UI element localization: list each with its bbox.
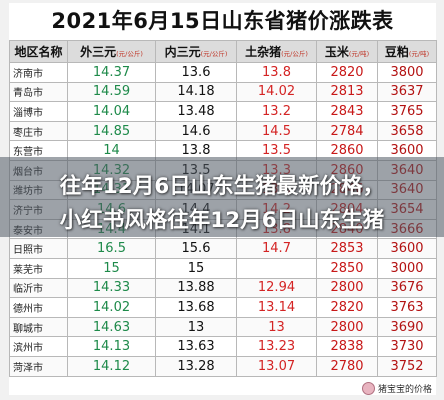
table-row: 枣庄市 14.85 14.6 14.5 2784 3658 [9,120,437,142]
cell-region: 滨州市 [9,336,68,357]
table-header-row: 地区名称 外三元(元/公斤) 内三元(元/公斤) 土杂猪(元/公斤) 玉米(元/… [9,40,437,63]
cell-p3: 14.63 [67,316,156,338]
table-row: 青岛市 14.59 14.18 14.02 2813 3637 [9,81,437,103]
cell-meal: 3730 [377,336,437,357]
cell-n3: 13 [155,316,237,338]
watermark: 猪宝宝的价格 [361,382,432,395]
header-p3: 外三元(元/公斤) [67,40,156,63]
cell-n3: 13.6 [155,62,237,83]
cell-mix: 13.14 [236,297,317,318]
cell-corn: 2843 [316,101,378,122]
cell-region: 淄博市 [9,101,68,122]
cell-p3: 14.02 [67,297,156,318]
cell-meal: 3637 [377,81,437,103]
cell-p3: 16.5 [67,238,156,259]
cell-mix: 13.07 [236,355,317,377]
cell-n3: 13.28 [155,355,237,377]
cell-region: 聊城市 [9,316,68,338]
cell-corn: 2784 [316,120,378,142]
cell-region: 济南市 [9,62,68,83]
cell-mix: 14.02 [236,81,317,103]
pig-logo-icon [361,382,375,395]
cell-corn: 2800 [316,316,378,338]
table-row: 菏泽市 14.12 13.28 13.07 2780 3752 [9,355,437,377]
cell-p3: 14.04 [67,101,156,122]
table-row: 济南市 14.37 13.6 13.8 2820 3800 [9,62,437,83]
cell-n3: 13.48 [155,101,237,122]
cell-meal: 3765 [377,101,437,122]
cell-mix: 13 [236,316,317,338]
cell-p3: 14.37 [67,62,156,83]
cell-region: 青岛市 [9,81,68,103]
cell-corn: 2853 [316,238,378,259]
table-row: 东营市 14 13.8 13.5 2860 3600 [9,140,437,161]
table-row: 淄博市 14.04 13.48 13.2 2843 3765 [9,101,437,122]
cell-n3: 13.88 [155,277,237,299]
cell-corn: 2813 [316,81,378,103]
banner-line-2: 小红书风格往年12月6日山东生猪 [59,208,385,233]
cell-p3: 14.33 [67,277,156,299]
cell-mix: 12.94 [236,277,317,299]
cell-p3: 15 [67,257,156,279]
overlay-banner: 往年12月6日山东生猪最新价格， 小红书风格往年12月6日山东生猪 [0,157,444,237]
cell-region: 菏泽市 [9,355,68,377]
cell-n3: 14.18 [155,81,237,103]
cell-mix: 13.2 [236,101,317,122]
cell-n3: 13.8 [155,140,237,161]
cell-n3: 13.68 [155,297,237,318]
cell-mix [236,257,317,279]
cell-mix: 14.7 [236,238,317,259]
cell-mix: 13.8 [236,62,317,83]
banner-line-1: 往年12月6日山东生猪最新价格， [59,174,385,199]
cell-meal: 3658 [377,120,437,142]
cell-p3: 14.85 [67,120,156,142]
cell-corn: 2850 [316,257,378,279]
cell-region: 枣庄市 [9,120,68,142]
table-row: 滨州市 14.13 13.63 13.23 2838 3730 [9,336,437,357]
cell-meal: 3800 [377,62,437,83]
cell-region: 临沂市 [9,277,68,299]
cell-meal: 3600 [377,238,437,259]
table-row: 聊城市 14.63 13 13 2800 3690 [9,316,437,338]
cell-meal: 3763 [377,297,437,318]
cell-meal: 3000 [377,257,437,279]
cell-corn: 2800 [316,277,378,299]
header-region: 地区名称 [9,40,68,63]
cell-region: 德州市 [9,297,68,318]
cell-meal: 3690 [377,316,437,338]
cell-n3: 15 [155,257,237,279]
header-corn: 玉米(元/吨) [316,40,378,63]
cell-meal: 3752 [377,355,437,377]
table-row: 莱芜市 15 15 2850 3000 [9,257,437,279]
cell-corn: 2780 [316,355,378,377]
cell-p3: 14.59 [67,81,156,103]
cell-n3: 14.6 [155,120,237,142]
table-row: 德州市 14.02 13.68 13.14 2820 3763 [9,297,437,318]
cell-region: 莱芜市 [9,257,68,279]
header-mix: 土杂猪(元/公斤) [236,40,317,63]
cell-region: 日照市 [9,238,68,259]
cell-p3: 14.12 [67,355,156,377]
watermark-text: 猪宝宝的价格 [377,385,432,395]
cell-p3: 14.13 [67,336,156,357]
table-row: 日照市 16.5 15.6 14.7 2853 3600 [9,238,437,259]
cell-meal: 3676 [377,277,437,299]
cell-mix: 14.5 [236,120,317,142]
cell-corn: 2820 [316,297,378,318]
cell-corn: 2838 [316,336,378,357]
cell-n3: 13.63 [155,336,237,357]
cell-n3: 15.6 [155,238,237,259]
header-n3: 内三元(元/公斤) [155,40,237,63]
page-title: 2021年6月15日山东省猪价涨跌表 [51,9,394,33]
header-meal: 豆粕(元/吨) [377,40,437,63]
cell-mix: 13.23 [236,336,317,357]
cell-corn: 2820 [316,62,378,83]
table-row: 临沂市 14.33 13.88 12.94 2800 3676 [9,277,437,299]
